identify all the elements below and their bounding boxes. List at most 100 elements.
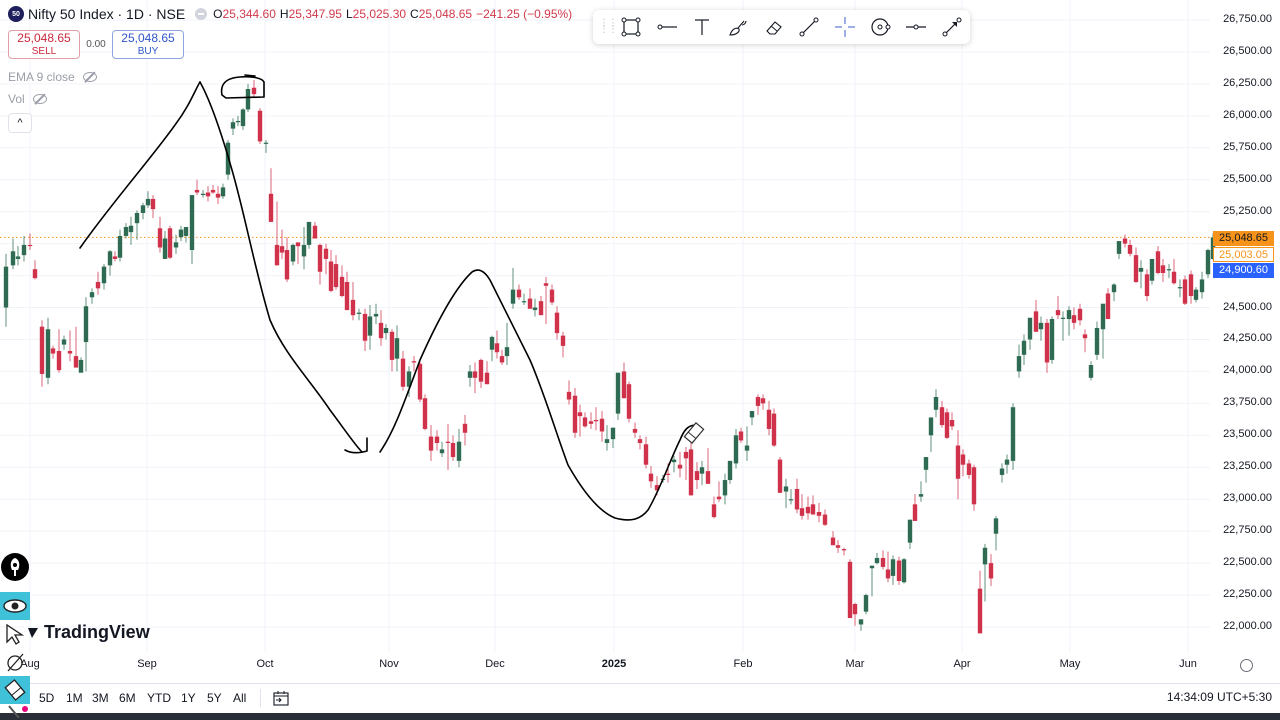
candle <box>235 120 241 123</box>
candle <box>95 281 101 289</box>
candle <box>220 187 226 197</box>
candle <box>822 514 828 525</box>
brush-icon[interactable] <box>720 10 756 44</box>
crosshair-icon[interactable] <box>827 10 863 44</box>
candle <box>230 122 236 129</box>
rectangle-icon[interactable] <box>613 10 649 44</box>
collapse-legend-button[interactable]: ^ <box>8 113 32 133</box>
candle <box>532 307 538 311</box>
color-dot-indicator <box>22 706 28 712</box>
sell-button[interactable]: 25,048.65 SELL <box>8 30 80 59</box>
candle <box>499 356 505 363</box>
candle <box>738 431 744 441</box>
price-axis-label: 26,500.00 <box>1223 44 1272 57</box>
range-1m[interactable]: 1M <box>66 691 83 705</box>
indicator-volume[interactable]: Vol <box>8 92 47 106</box>
pencil-tool-icon[interactable] <box>0 704 30 718</box>
price-axis-label: 25,250.00 <box>1223 204 1272 217</box>
price-chart-canvas[interactable] <box>0 0 1280 683</box>
candle <box>450 442 456 458</box>
time-label-sep: Sep <box>137 658 157 670</box>
text-icon[interactable] <box>684 10 720 44</box>
symbol-title[interactable]: Nifty 50 Index · 1D · NSE <box>28 6 186 22</box>
time-label-jun: Jun <box>1179 658 1197 670</box>
candle <box>643 444 649 465</box>
candle <box>566 391 572 400</box>
horizontal-line-icon[interactable] <box>899 10 935 44</box>
candle <box>350 299 356 316</box>
price-axis-label: 22,250.00 <box>1223 588 1272 601</box>
candle <box>378 322 384 339</box>
candle <box>445 441 451 443</box>
candle <box>45 329 51 378</box>
candle <box>215 193 221 198</box>
candle <box>683 451 689 459</box>
drag-handle-icon[interactable]: ⋮⋮ ⋮⋮ <box>599 18 618 35</box>
circle-icon[interactable] <box>863 10 899 44</box>
trend-line-icon[interactable] <box>792 10 828 44</box>
divider <box>260 689 261 707</box>
candle <box>306 221 312 245</box>
candle <box>1071 315 1077 323</box>
drawing-top-circle <box>220 75 265 99</box>
candle <box>117 235 123 258</box>
price-axis-label: 23,000.00 <box>1223 492 1272 505</box>
price-axis-label: 23,750.00 <box>1223 396 1272 409</box>
annotation-side-toolbar <box>0 550 32 718</box>
candle <box>637 439 643 443</box>
candle <box>50 348 56 354</box>
candle <box>472 371 478 378</box>
candle <box>1077 308 1083 321</box>
range-1y[interactable]: 1Y <box>181 691 196 705</box>
candle <box>988 563 994 579</box>
candle <box>183 227 189 236</box>
time-label-feb: Feb <box>733 658 753 670</box>
candle <box>356 312 362 314</box>
candle <box>1111 284 1117 293</box>
buy-button[interactable]: 25,048.65 BUY <box>112 30 184 59</box>
candle <box>1105 293 1111 320</box>
pointer-cursor-icon[interactable] <box>0 620 30 648</box>
candle <box>1182 279 1188 304</box>
pen-nib-tool-icon[interactable] <box>0 550 30 584</box>
candle <box>705 471 711 484</box>
clock-timezone[interactable]: 14:34:09 UTC+5:30 <box>1166 690 1272 704</box>
candle <box>722 480 728 496</box>
eraser-icon[interactable] <box>756 10 792 44</box>
candle <box>766 409 772 429</box>
candle <box>406 371 412 387</box>
candle <box>858 619 864 625</box>
candle <box>274 244 280 266</box>
pen-tool-icon[interactable] <box>0 648 30 676</box>
candle <box>1127 244 1133 254</box>
candle <box>588 421 594 424</box>
range-3m[interactable]: 3M <box>92 691 109 705</box>
candle <box>966 463 972 475</box>
eye-toggle-icon[interactable] <box>0 592 30 620</box>
horizontal-ray-icon[interactable] <box>649 10 685 44</box>
candle <box>456 441 462 461</box>
price-axis-label: 24,500.00 <box>1223 300 1272 313</box>
eye-off-icon[interactable] <box>82 72 97 82</box>
range-ytd[interactable]: YTD <box>147 691 171 705</box>
range-5d[interactable]: 5D <box>39 691 55 705</box>
eraser-tool-icon[interactable] <box>0 676 30 704</box>
candle <box>1116 241 1122 254</box>
range-6m[interactable]: 6M <box>119 691 136 705</box>
market-status-icon[interactable] <box>195 8 208 20</box>
candle <box>1177 287 1183 289</box>
time-label-nov: Nov <box>379 658 399 670</box>
candle <box>123 227 129 236</box>
candle <box>599 418 605 432</box>
arrow-line-icon[interactable] <box>934 10 970 44</box>
range-all[interactable]: All <box>233 691 247 705</box>
candle <box>890 559 896 576</box>
chart-settings-gear-icon[interactable] <box>1240 659 1253 672</box>
goto-date-calendar-icon[interactable] <box>272 689 290 712</box>
indicator-ema[interactable]: EMA 9 close <box>8 70 97 84</box>
candle <box>339 276 345 297</box>
range-5y[interactable]: 5Y <box>207 691 222 705</box>
candle <box>67 350 73 354</box>
eye-off-icon[interactable] <box>32 94 47 104</box>
candle <box>1033 311 1039 332</box>
